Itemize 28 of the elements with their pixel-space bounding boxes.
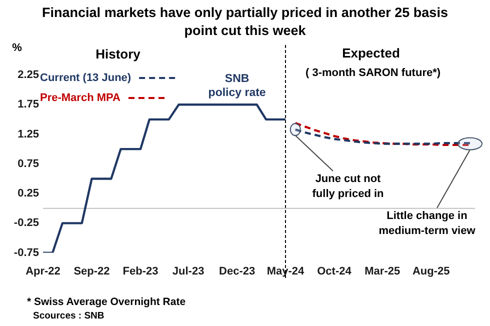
chart-title: Financial markets have only partially priced in another 25 basis point cut this week — [41, 4, 449, 40]
x-tick-label: Sep-22 — [74, 265, 110, 278]
annotation: ( 3-month SARON future*) — [305, 67, 441, 80]
y-tick-label: 1.25 — [18, 128, 39, 140]
y-tick-label: 2.25 — [18, 69, 39, 82]
y-axis-title: % — [12, 42, 22, 54]
x-tick-label: Aug-25 — [412, 265, 450, 278]
x-tick-label: May-24 — [266, 265, 306, 278]
y-tick-label: -0.25 — [14, 217, 39, 230]
text: Expected — [342, 46, 400, 61]
x-tick-label: Mar-25 — [364, 265, 400, 278]
legend-label: Pre-March MPA — [40, 92, 121, 104]
series-label: SNB policy rate — [208, 72, 266, 99]
text: * Swiss Average Overnight Rate — [27, 296, 186, 308]
annotation: June cut not fully priced in — [312, 173, 384, 200]
x-tick-label: Dec-23 — [219, 265, 256, 278]
y-tick-label: 0.25 — [18, 188, 39, 200]
x-tick-label: Oct-24 — [317, 265, 352, 278]
x-tick-label: Apr-22 — [26, 265, 60, 278]
y-tick-label: 0.75 — [18, 158, 39, 170]
y-tick-label: -0.75 — [14, 246, 39, 259]
legend-label: Current (13 June) — [40, 72, 132, 84]
x-tick-label: Feb-23 — [122, 265, 158, 278]
text: History — [96, 46, 142, 62]
annotation: Little change in medium-term view — [378, 210, 476, 238]
x-tick-label: Jul-23 — [172, 265, 204, 278]
text: Scources : SNB — [33, 310, 104, 322]
y-tick-label: 1.75 — [18, 98, 39, 111]
